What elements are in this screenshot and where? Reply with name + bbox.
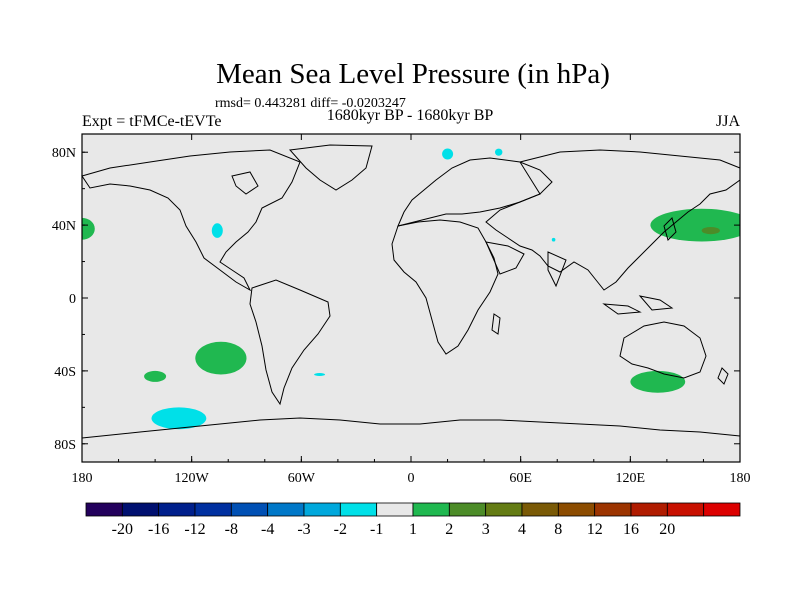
region-north-pacific-core	[701, 227, 720, 235]
colorbar-box	[521, 502, 559, 517]
colorbar-box	[267, 502, 305, 517]
map-panel	[81, 133, 741, 463]
coast-indonesia	[602, 295, 674, 315]
region-southern-ocean-negative	[151, 407, 207, 430]
coast-greenland	[288, 144, 373, 191]
colorbar-box	[666, 502, 705, 517]
y-tick-label: 40N	[52, 219, 76, 234]
coast-madagascar	[491, 313, 501, 335]
colorbar-box	[158, 502, 196, 517]
region-north-pacific-positive	[650, 208, 740, 242]
colorbar-box	[194, 502, 232, 517]
colorbar-box	[85, 502, 123, 517]
y-tick-label: 80N	[52, 146, 76, 161]
coast-australia	[619, 321, 707, 379]
colorbar-label: 16	[623, 521, 639, 538]
region-small-south-pacific-positive	[144, 370, 167, 382]
colorbar-box	[630, 502, 668, 517]
left-label: Expt = tFMCe-tEVTe	[82, 113, 221, 130]
coast-antarctica	[81, 417, 741, 439]
colorbar-box	[121, 502, 160, 517]
coast-south-america	[249, 279, 331, 406]
coast-hudson	[231, 171, 259, 195]
colorbar-label: -2	[334, 521, 347, 538]
region-svalbard-negative	[442, 148, 454, 160]
coast-asia	[485, 149, 741, 291]
colorbar-label: -1	[370, 521, 383, 538]
region-south-pacific-positive	[195, 341, 247, 375]
subtitle: 1680kyr BP - 1680kyr BP	[327, 107, 494, 124]
y-axis: 80N 40N 0 40S 80S	[52, 146, 740, 453]
colorbar-label: -16	[148, 521, 169, 538]
x-tick-label: 120E	[616, 471, 646, 486]
coastlines	[81, 144, 741, 439]
y-tick-label: 0	[69, 292, 76, 307]
right-label: JJA	[716, 113, 740, 130]
colorbar: -20 -16 -12 -8 -4 -3 -2 -1 1 2 3 4 8 12 16 20	[85, 502, 741, 538]
region-south-indian-positive	[630, 370, 686, 393]
y-tick-label: 80S	[54, 438, 76, 453]
region-dateline-west-positive	[82, 217, 95, 240]
colorbar-label: 3	[482, 521, 490, 538]
map-background	[82, 134, 740, 462]
coast-new-zealand	[717, 367, 729, 385]
x-tick-label: 60W	[288, 471, 316, 486]
anomaly-regions	[82, 148, 740, 430]
colorbar-box	[485, 502, 523, 517]
colorbar-label: 12	[587, 521, 603, 538]
colorbar-label: -3	[297, 521, 310, 538]
colorbar-label: 4	[518, 521, 526, 538]
region-arabian-sea-negative	[551, 237, 556, 242]
coast-india	[547, 251, 567, 288]
coast-africa	[391, 219, 499, 355]
colorbar-label: 8	[554, 521, 562, 538]
colorbar-box	[412, 502, 450, 517]
colorbar-box	[703, 502, 741, 517]
x-tick-label: 180	[730, 471, 751, 486]
colorbar-box	[230, 502, 269, 517]
chart-title: Mean Sea Level Pressure (in hPa)	[216, 58, 610, 90]
colorbar-box	[339, 502, 378, 517]
x-tick-label: 0	[408, 471, 415, 486]
colorbar-label: 2	[445, 521, 453, 538]
x-tick-label: 60E	[509, 471, 532, 486]
colorbar-box	[557, 502, 596, 517]
coast-arabia	[485, 241, 525, 275]
x-tick-label: 120W	[175, 471, 210, 486]
region-north-america-negative	[211, 223, 223, 238]
x-tick-label: 180	[72, 471, 93, 486]
colorbar-label: -20	[112, 521, 133, 538]
colorbar-box	[448, 502, 487, 517]
colorbar-box	[303, 502, 341, 517]
colorbar-label: 20	[659, 521, 675, 538]
colorbar-label: 1	[409, 521, 417, 538]
colorbar-label: -12	[184, 521, 205, 538]
coast-japan	[663, 217, 677, 241]
coast-europe	[397, 157, 553, 227]
y-tick-label: 40S	[54, 365, 76, 380]
stats-line: rmsd= 0.443281 diff= -0.0203247	[215, 96, 406, 111]
region-south-atlantic-negative	[314, 373, 326, 376]
colorbar-box	[376, 502, 414, 517]
colorbar-box	[594, 502, 632, 517]
x-axis: 180 120W 60W 0 60E 120E 180	[72, 134, 751, 486]
coast-north-america	[81, 149, 301, 292]
colorbar-label: -8	[225, 521, 238, 538]
colorbar-label: -4	[261, 521, 274, 538]
region-novaya-zemlya-negative	[495, 148, 503, 156]
